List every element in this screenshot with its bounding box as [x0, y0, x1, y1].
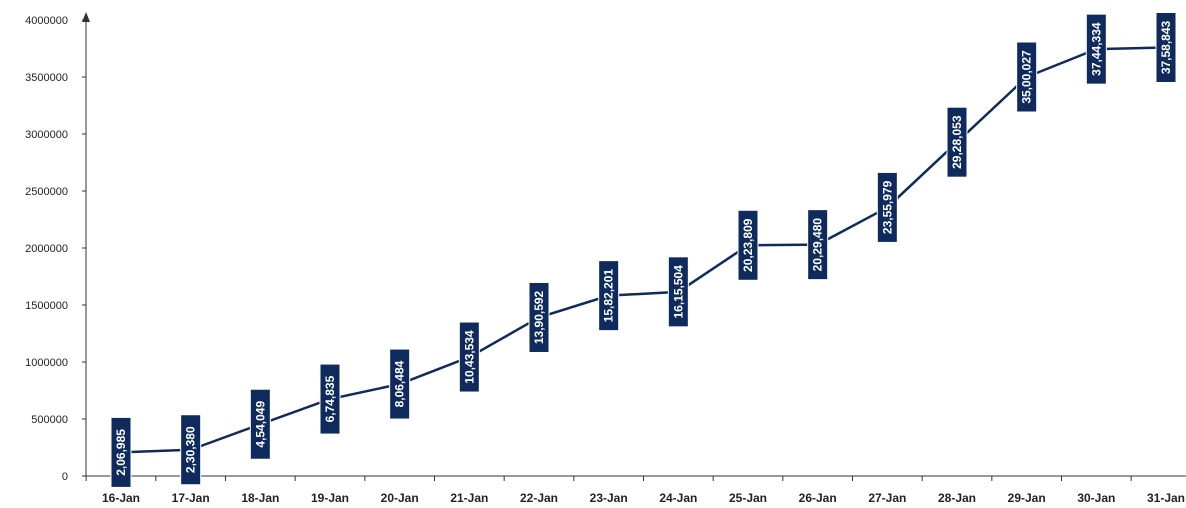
data-label-text: 20,23,809 [741, 218, 755, 272]
data-label-box [389, 348, 411, 420]
data-label-text: 8,06,484 [393, 360, 407, 407]
y-tick-label: 2500000 [25, 186, 68, 198]
data-label-text: 16,15,504 [671, 265, 685, 319]
x-tick-label: 24-Jan [659, 491, 697, 505]
data-label: 23,55,979 [876, 171, 898, 243]
series-line [120, 46, 1167, 454]
data-label-text: 2,30,380 [184, 426, 198, 473]
y-tick-label: 1500000 [25, 300, 68, 312]
x-tick-label: 20-Jan [381, 491, 419, 505]
data-label-box [1155, 11, 1177, 83]
x-tick-label: 28-Jan [938, 491, 976, 505]
data-label-text: 37,44,334 [1089, 22, 1103, 76]
data-label: 20,23,809 [737, 209, 759, 281]
data-label-box [319, 363, 341, 435]
data-label-box [180, 414, 202, 486]
data-label-box [458, 321, 480, 393]
data-label: 29,28,053 [946, 106, 968, 178]
data-label-text: 29,28,053 [950, 115, 964, 169]
data-label-box [807, 209, 829, 281]
data-label: 16,15,504 [667, 256, 689, 328]
data-label: 20,29,480 [807, 209, 829, 281]
data-label-box [667, 256, 689, 328]
data-label: 8,06,484 [389, 348, 411, 420]
data-label: 4,54,049 [249, 388, 271, 460]
data-label-text: 4,54,049 [253, 401, 267, 448]
data-label-box [737, 209, 759, 281]
y-tick-label: 500000 [31, 414, 68, 426]
data-label-box [110, 416, 132, 488]
x-tick-label: 21-Jan [450, 491, 488, 505]
x-tick-label: 19-Jan [311, 491, 349, 505]
y-tick-label: 1000000 [25, 357, 68, 369]
data-label-box [249, 388, 271, 460]
data-label: 15,82,201 [598, 260, 620, 332]
data-label: 6,74,835 [319, 363, 341, 435]
data-label: 35,00,027 [1016, 41, 1038, 113]
x-tick-label: 26-Jan [799, 491, 837, 505]
x-tick-label: 22-Jan [520, 491, 558, 505]
data-label-text: 6,74,835 [323, 375, 337, 422]
y-tick-label: 2000000 [25, 243, 68, 255]
data-label-text: 23,55,979 [880, 180, 894, 234]
data-label-text: 13,90,592 [532, 290, 546, 344]
data-label-text: 35,00,027 [1020, 50, 1034, 104]
y-tick-label: 0 [62, 471, 68, 483]
data-label-text: 10,43,534 [462, 330, 476, 384]
x-tick-label: 17-Jan [172, 491, 210, 505]
x-tick-label: 29-Jan [1008, 491, 1046, 505]
data-label-box [1085, 13, 1107, 85]
data-label-box [528, 281, 550, 353]
data-label-text: 20,29,480 [811, 218, 825, 272]
x-tick-label: 18-Jan [241, 491, 279, 505]
y-tick-label: 3500000 [25, 72, 68, 84]
data-label: 10,43,534 [458, 321, 480, 393]
x-tick-label: 31-Jan [1147, 491, 1185, 505]
data-label-box [876, 171, 898, 243]
x-tick-label: 30-Jan [1077, 491, 1115, 505]
x-tick-label: 27-Jan [868, 491, 906, 505]
x-tick-label: 25-Jan [729, 491, 767, 505]
data-label: 13,90,592 [528, 281, 550, 353]
data-label: 2,30,380 [180, 414, 202, 486]
data-label-text: 2,06,985 [114, 429, 128, 476]
data-label-box [598, 260, 620, 332]
data-label-box [1016, 41, 1038, 113]
data-label: 37,58,843 [1155, 11, 1177, 83]
y-tick-label: 4000000 [25, 15, 68, 27]
data-label-box [946, 106, 968, 178]
x-tick-label: 23-Jan [590, 491, 628, 505]
data-label-text: 15,82,201 [602, 269, 616, 323]
data-label: 37,44,334 [1085, 13, 1107, 85]
data-label-text: 37,58,843 [1159, 20, 1173, 74]
x-tick-label: 16-Jan [102, 491, 140, 505]
data-label: 2,06,985 [110, 416, 132, 488]
y-tick-label: 3000000 [25, 129, 68, 141]
